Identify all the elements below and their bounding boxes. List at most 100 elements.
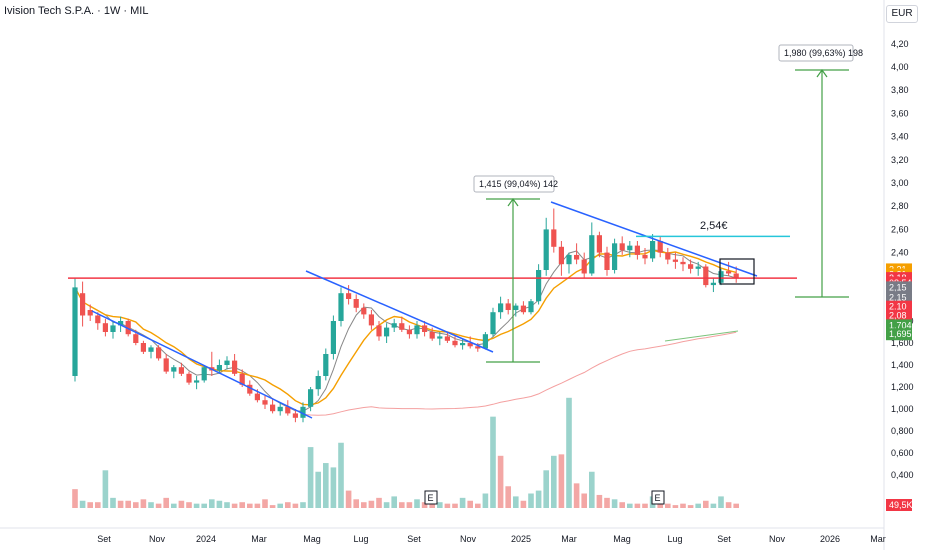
volume-bar [345,490,352,508]
y-tick-label: 3,40 [891,132,909,142]
y-tick-label: 1,200 [891,382,914,392]
candle-body [718,271,724,283]
y-tick-label: 2,80 [891,201,909,211]
volume-bar [467,500,473,508]
volume-bar [209,499,215,508]
volume-bar [551,455,557,508]
volume-bar [680,503,686,508]
candle-body [178,367,184,374]
volume-bar [323,463,329,508]
slow-ma-line [302,331,737,416]
price-tag [886,281,912,294]
volume-bar [383,502,390,508]
chart-title: Ivision Tech S.P.A. · 1W · MIL [4,5,149,17]
candle-body [201,367,207,381]
volume-bar [558,454,565,508]
price-tag-label: 2,08 [889,311,907,321]
measure-arrow-1-head [507,197,519,207]
candle-body [361,307,367,315]
candle-body [574,254,580,260]
candle-body [277,406,283,412]
candle-body [596,235,602,253]
candle-body [330,321,336,354]
candle-body [490,312,496,335]
volume-bar [87,502,93,508]
volume-bar [224,502,230,508]
candle-body [612,243,618,270]
candle-body [323,354,329,376]
candle-body [726,271,732,274]
target-price-label: 2,54€ [700,220,728,232]
volume-bar [102,470,109,508]
sma-line [74,249,737,412]
x-tick-label: Set [717,534,731,544]
candle-body [589,235,595,274]
volume-bar [292,503,299,508]
x-tick-label: 2024 [196,534,216,544]
volume-bar [315,471,321,508]
candle-body [262,400,268,405]
volume-bar [581,493,587,508]
y-tick-label: 1,000 [891,404,914,414]
x-tick-label: 2026 [820,534,840,544]
x-tick-label: Mag [613,534,631,544]
candle-body [467,343,473,347]
volume-bar [505,486,511,508]
price-tag-label: 1,704 [889,320,912,330]
candle-body [536,270,542,302]
candle-body [315,376,321,390]
candle-body [581,259,587,274]
candle-body [186,373,192,383]
y-tick-label: 2,40 [891,248,909,258]
volume-bar [300,502,306,508]
candle-body [118,321,124,326]
candle-body [110,325,116,332]
volume-bar [193,503,200,508]
volume-bar [148,502,154,508]
y-tick-label: 0,600 [891,448,914,458]
candle-body [619,243,625,251]
volume-bar [117,500,124,508]
volume-bar [566,397,572,508]
candle-body [163,358,169,372]
candle-body [247,384,253,394]
candle-body [475,346,481,349]
volume-bar [672,505,679,508]
drawings-layer: 1,415 (99,04%) 142 1,980 (99,63%) 198 2,54… [68,44,863,505]
volume-bar [376,497,382,508]
x-tick-label: Mag [303,534,321,544]
currency-label[interactable]: EUR [886,5,918,23]
candle-body [292,413,298,418]
candle-body [216,365,222,371]
earnings-marker-label: E [655,493,661,503]
candle-body [528,301,534,313]
volume-bar [330,467,337,508]
candle-body [437,336,443,339]
trendline-3 [550,201,758,277]
volume-bar [368,500,375,508]
volume-bar [399,502,405,508]
volume-bar [596,494,603,508]
volume-bar [490,416,496,508]
candle-body [627,245,633,251]
trendline-2 [305,270,494,353]
highlight-box [719,258,755,285]
candle-body [680,261,686,265]
volume-bar [307,447,314,508]
candle-body [657,241,663,253]
volume-bar [216,500,223,508]
candle-body [498,303,504,313]
candle-body [194,380,200,383]
candle-body [543,229,549,270]
volume-bar [482,493,489,508]
volume-bar [634,503,641,508]
volume-bar [589,471,595,508]
measure-label-2: 1,980 (99,63%) 198 [784,48,863,58]
volume-bar [231,503,238,508]
ema-line [74,249,737,406]
candle-body [80,293,86,316]
volume-bar [459,497,466,508]
y-tick-label: 2,60 [891,224,909,234]
volume-bar [262,499,268,508]
